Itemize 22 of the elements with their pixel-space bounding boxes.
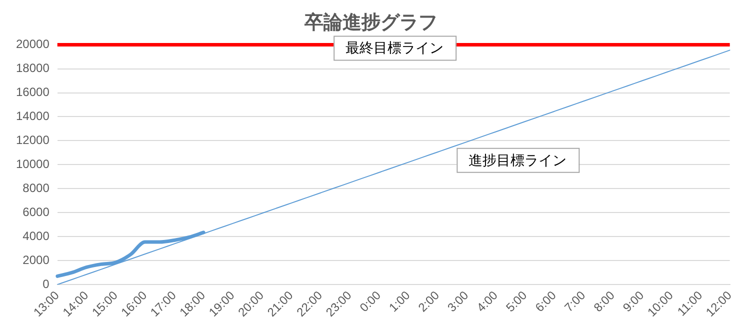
x-tick-label: 8:00 — [590, 288, 618, 315]
y-tick-label: 12000 — [16, 133, 50, 148]
y-tick-label: 2000 — [22, 252, 50, 267]
y-tick-label: 14000 — [16, 109, 50, 124]
y-tick-label: 8000 — [22, 180, 50, 195]
x-tick-label: 5:00 — [503, 288, 530, 315]
x-tick-label: 3:00 — [444, 288, 472, 315]
ref-line-label: 最終目標ライン — [346, 40, 444, 56]
x-tick-label: 7:00 — [562, 288, 588, 315]
x-tick-label: 4:00 — [474, 288, 501, 315]
x-tick-label: 9:00 — [620, 288, 647, 315]
series-label: 進捗目標ライン — [468, 152, 567, 168]
y-tick-label: 4000 — [22, 228, 50, 243]
chart-title: 卒論進捗グラフ — [304, 12, 438, 34]
y-tick-label: 20000 — [16, 37, 50, 52]
y-tick-label: 10000 — [16, 157, 50, 172]
x-tick-label: 0:00 — [357, 288, 384, 315]
x-tick-label: 6:00 — [532, 288, 560, 315]
y-tick-label: 18000 — [16, 61, 50, 76]
y-tick-label: 6000 — [22, 204, 50, 219]
y-tick-label: 16000 — [16, 85, 50, 100]
y-tick-label: 0 — [42, 276, 50, 291]
